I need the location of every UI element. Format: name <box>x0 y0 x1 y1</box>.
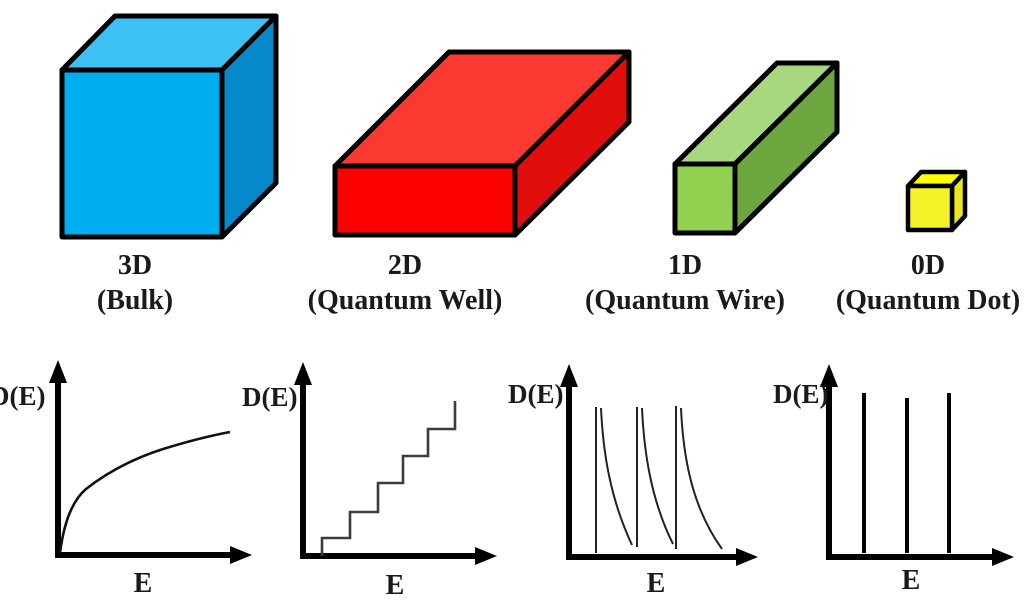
dos-plot-1d <box>560 364 758 566</box>
dos-plot-1d-x-arrowhead <box>736 548 758 566</box>
dos-plot-0d <box>820 364 1014 566</box>
label-3d-bulk: 3D (Bulk) <box>35 248 235 318</box>
dos-curve-deltas <box>862 393 951 553</box>
ylabel-dos-1d: D(E) <box>508 379 564 409</box>
dos-curve-sqrt <box>58 430 231 554</box>
label-0d-quantum-dot: 0D (Quantum Dot) <box>826 248 1024 318</box>
xlabel-dos-2d: E <box>385 570 405 600</box>
ylabel-dos-3d: D(E) <box>0 381 46 411</box>
label-2d-name: (Quantum Well) <box>307 285 503 316</box>
dos-plot-3d-y-arrowhead <box>49 360 67 383</box>
dos-plot-2d-x-arrowhead <box>475 547 497 565</box>
dos-peak-decay-3 <box>680 407 723 550</box>
xlabel-dos-0d: E <box>901 565 921 596</box>
quantum-well-front-face <box>332 163 518 238</box>
label-3d-name: (Bulk) <box>96 285 174 316</box>
label-2d-dim: 2D <box>387 250 423 281</box>
label-0d-dim: 0D <box>910 250 946 281</box>
label-1d-quantum-wire: 1D (Quantum Wire) <box>575 248 795 318</box>
ylabel-dos-2d: D(E) <box>242 382 298 412</box>
xlabel-dos-1d: E <box>646 568 666 599</box>
dos-plot-1d-y-arrowhead <box>560 364 578 387</box>
quantum-wire-front-face <box>672 161 738 236</box>
quantum-well-slab <box>332 49 632 238</box>
label-2d-quantum-well: 2D (Quantum Well) <box>295 248 515 318</box>
quantum-dot-cube <box>905 169 968 233</box>
label-1d-dim: 1D <box>667 250 703 281</box>
dos-peak-decay-1 <box>600 407 633 546</box>
label-0d-name: (Quantum Dot) <box>835 285 1021 316</box>
quantum-wire-bar <box>672 60 840 236</box>
quantum-dot-front-face <box>905 183 955 233</box>
dos-plot-0d-y-arrowhead <box>820 364 838 387</box>
dos-curve-staircase <box>320 401 457 556</box>
dos-plot-2d-y-arrowhead <box>294 362 312 385</box>
bulk-cube-front-face <box>59 67 225 240</box>
dos-plot-3d-x-arrowhead <box>230 546 252 564</box>
dos-peak-decay-2 <box>641 407 674 545</box>
dos-curve-peaks <box>595 406 723 553</box>
bulk-cube <box>59 13 279 240</box>
xlabel-dos-3d: E <box>133 568 153 599</box>
dos-plot-0d-x-arrowhead <box>992 548 1014 566</box>
dos-plot-2d <box>294 362 497 565</box>
ylabel-dos-0d: D(E) <box>773 379 829 409</box>
label-1d-name: (Quantum Wire) <box>585 285 785 316</box>
dos-plot-3d <box>49 360 252 564</box>
label-3d-dim: 3D <box>117 250 153 281</box>
